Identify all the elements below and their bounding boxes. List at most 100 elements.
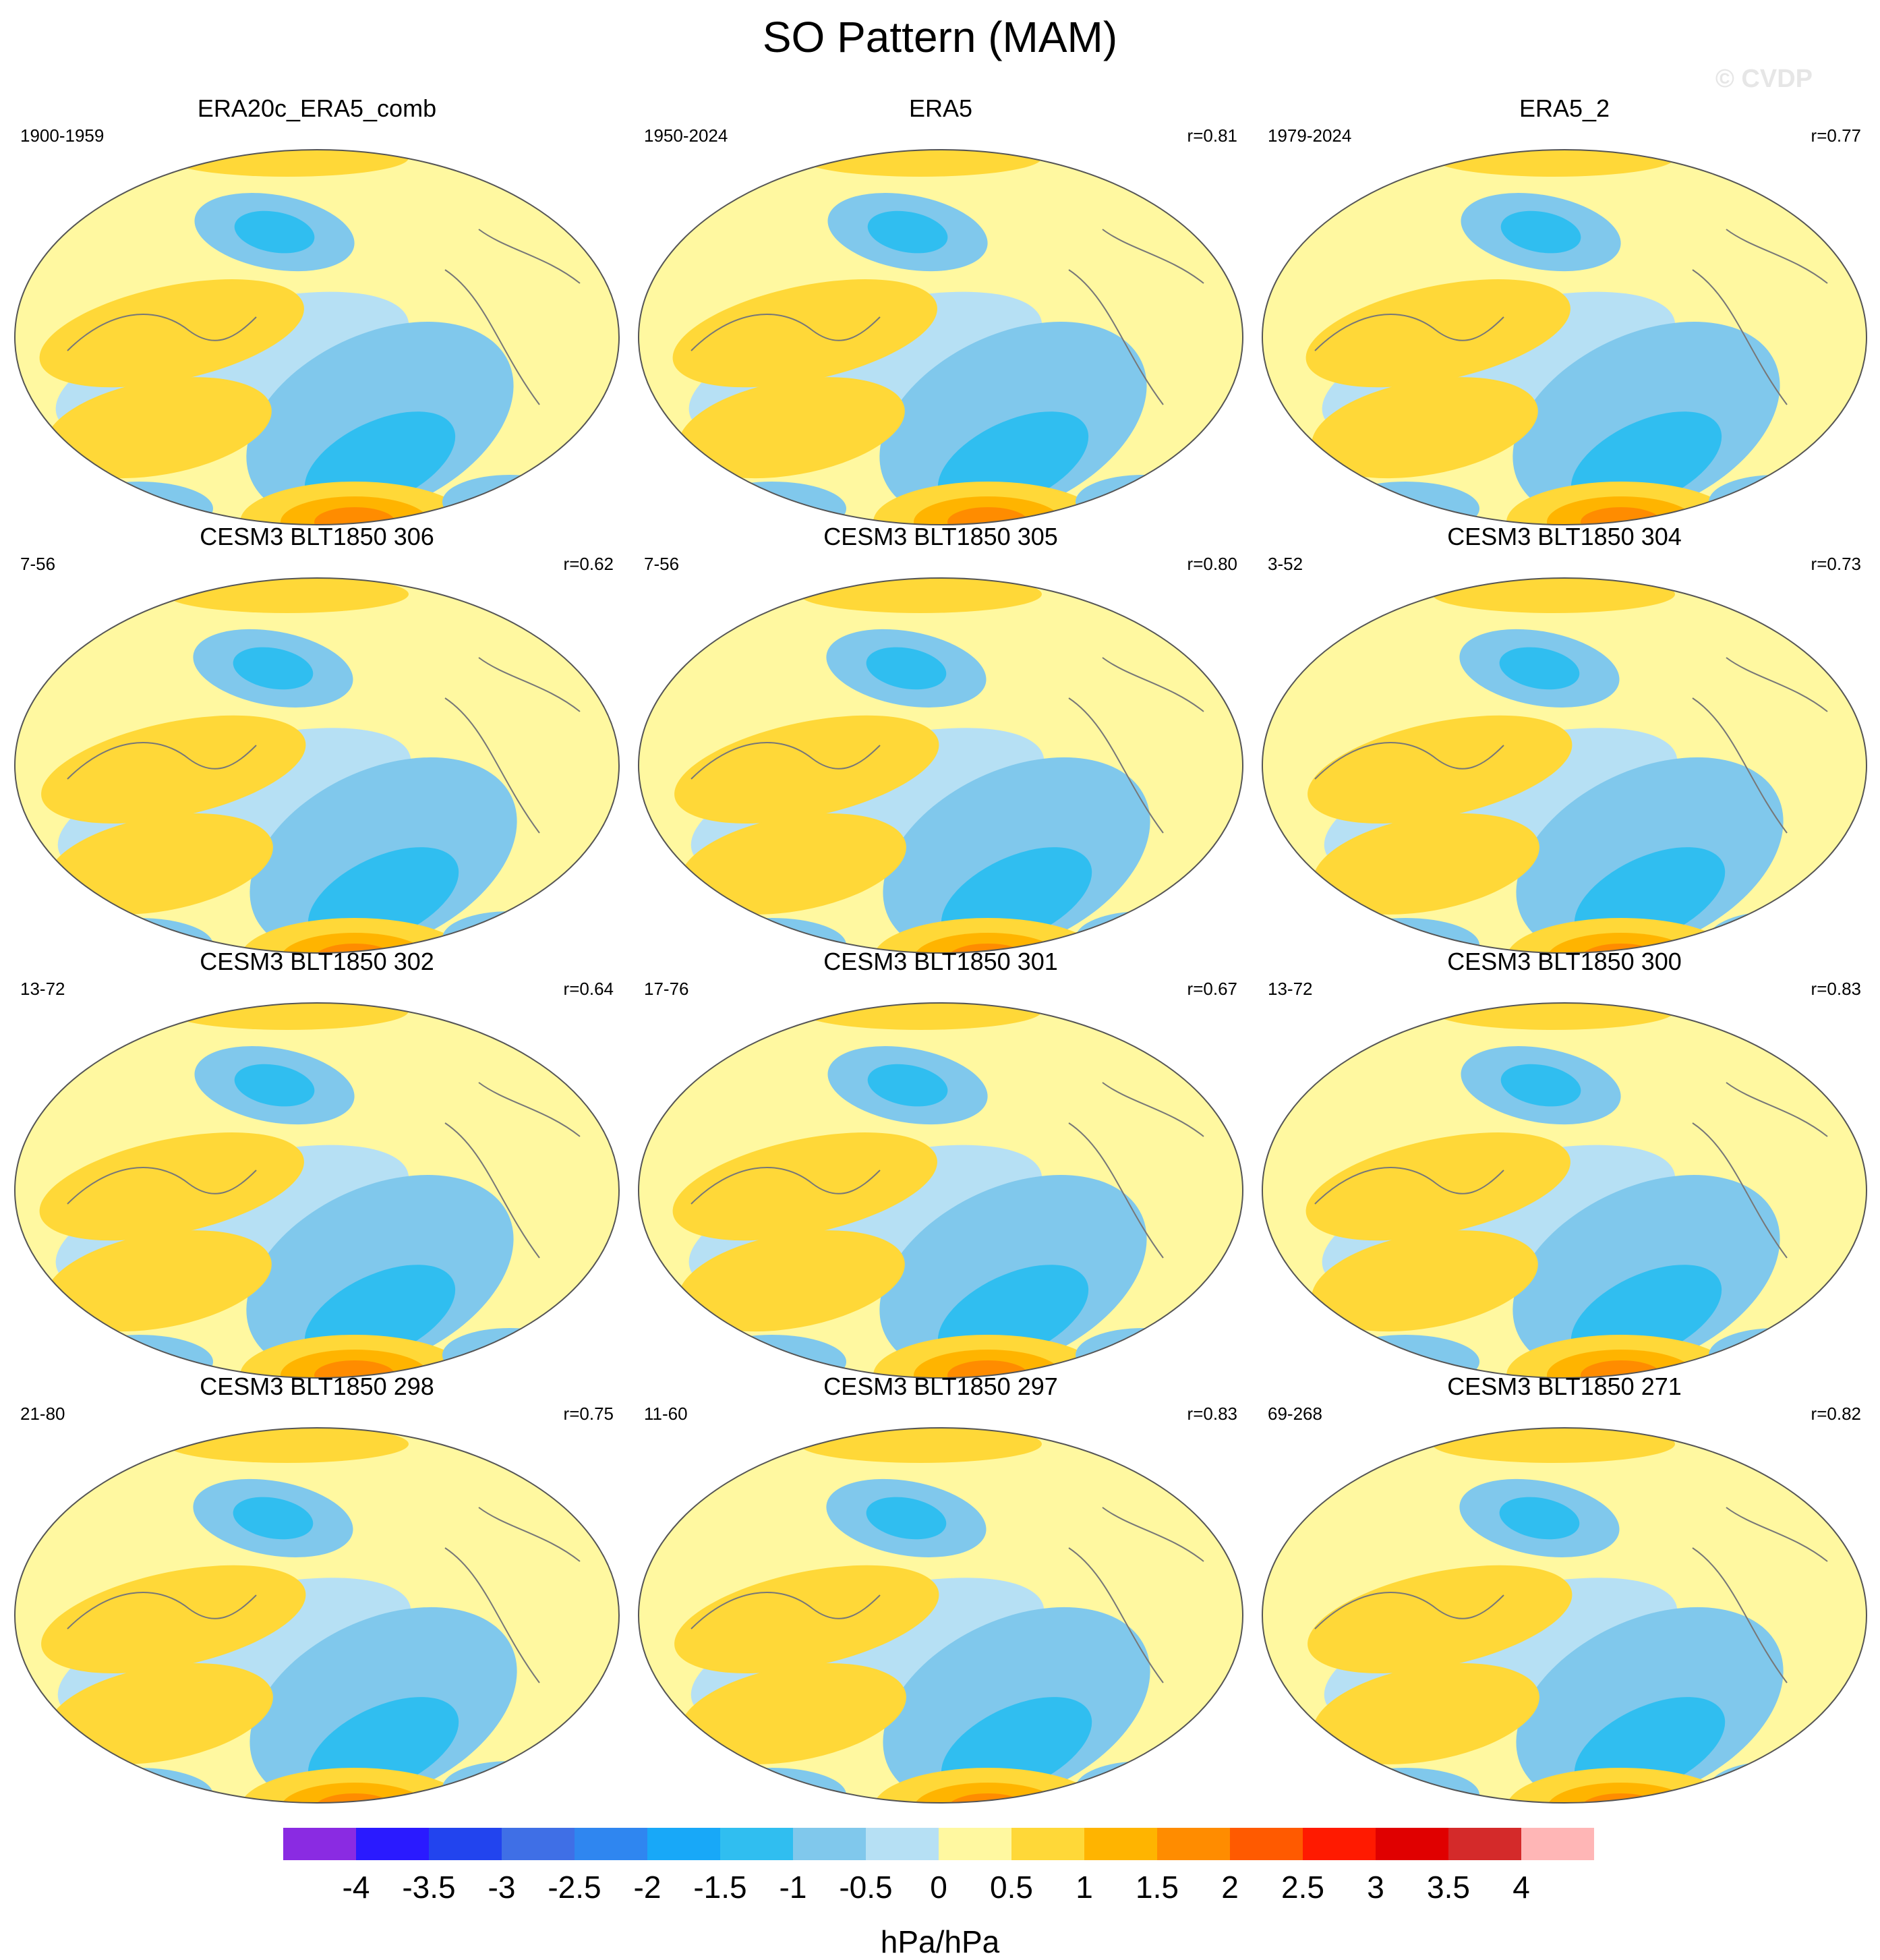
map-border [14, 577, 620, 954]
map-border [638, 1002, 1243, 1379]
anomaly-contour [281, 1783, 429, 1803]
colorbar-tick-label: -3.5 [402, 1870, 455, 1905]
panel-period: 17-76 [644, 979, 689, 999]
anomaly-contour [799, 1003, 1042, 1030]
anomaly-contour [41, 715, 306, 824]
anomaly-contour [240, 1768, 469, 1803]
anomaly-contour [1305, 1132, 1570, 1241]
anomaly-contour [166, 150, 409, 177]
panel-correlation: r=0.64 [563, 979, 614, 999]
map-panel: CESM3 BLT1850 302 13-72 r=0.64 [7, 948, 627, 1379]
map-plot [14, 577, 620, 954]
anomaly-contour [1500, 210, 1581, 254]
anomaly-contour [1305, 279, 1570, 388]
colorbar-swatch [1376, 1828, 1448, 1860]
colorbar-swatch [866, 1828, 939, 1860]
anomaly-contour [1313, 1663, 1539, 1764]
anomaly-contour [680, 813, 906, 915]
colorbar-swatch [283, 1828, 356, 1860]
anomaly-contour [39, 1132, 304, 1241]
map-border [638, 149, 1243, 525]
colorbar-tick-label: 3.5 [1427, 1870, 1470, 1905]
map-border [638, 577, 1243, 954]
coastline [1314, 1507, 1828, 1683]
colorbar-tick-label: 1 [1076, 1870, 1093, 1905]
panel-correlation: r=0.75 [563, 1404, 614, 1424]
anomaly-contour [678, 377, 905, 479]
panel-period: 13-72 [1268, 979, 1313, 999]
coastline [1314, 1082, 1828, 1259]
map-plot [638, 149, 1243, 525]
panel-correlation: r=0.83 [1187, 1404, 1237, 1424]
colorbar-swatch [429, 1828, 502, 1860]
panel-correlation: r=0.81 [1187, 125, 1237, 146]
map-plot [1262, 577, 1867, 954]
anomaly-contour [1312, 1230, 1538, 1332]
panel-title: CESM3 BLT1850 306 [200, 523, 434, 550]
colorbar-tick-label: -1.5 [693, 1870, 746, 1905]
map-border [1262, 577, 1867, 954]
colorbar-swatch [720, 1828, 793, 1860]
anomaly-contour [1432, 150, 1675, 177]
map-plot [638, 1002, 1243, 1379]
colorbar-tick-label: 0 [930, 1870, 947, 1905]
panel-correlation: r=0.67 [1187, 979, 1237, 999]
colorbar-swatch [1448, 1828, 1521, 1860]
coastline [691, 1082, 1204, 1259]
map-plot [638, 577, 1243, 954]
anomaly-contour [1313, 813, 1539, 915]
colorbar-tick-label: 0.5 [990, 1870, 1033, 1905]
map-border [1262, 1427, 1867, 1804]
anomaly-contour [674, 715, 939, 824]
map-panel: CESM3 BLT1850 297 11-60 r=0.83 [630, 1373, 1251, 1804]
anomaly-contour [240, 918, 469, 953]
anomaly-contour [867, 1064, 948, 1107]
colorbar-units: hPa/hPa [880, 1924, 1000, 1959]
map-border [1262, 149, 1867, 525]
panel-title: ERA5 [908, 94, 973, 122]
colorbar-tick-label: 3 [1367, 1870, 1384, 1905]
map-panel: ERA5 1950-2024 r=0.81 [630, 94, 1251, 525]
map-border [1262, 1002, 1867, 1379]
map-panel: CESM3 BLT1850 304 3-52 r=0.73 [1254, 523, 1875, 954]
panel-correlation: r=0.73 [1811, 554, 1861, 574]
coastline [691, 657, 1204, 834]
anomaly-contour [866, 1497, 947, 1540]
panel-title: CESM3 BLT1850 271 [1447, 1373, 1682, 1400]
map-panel: CESM3 BLT1850 271 69-268 r=0.82 [1254, 1373, 1875, 1804]
map-border [14, 1427, 620, 1804]
map-border [14, 1002, 620, 1379]
coastline [1314, 229, 1828, 405]
panel-title: CESM3 BLT1850 304 [1447, 523, 1682, 550]
coastline [67, 1082, 581, 1259]
panel-correlation: r=0.80 [1187, 554, 1237, 574]
panel-period: 69-268 [1268, 1404, 1322, 1424]
colorbar-tick-label: -1 [780, 1870, 807, 1905]
colorbar-swatch [647, 1828, 720, 1860]
anomaly-contour [41, 1565, 306, 1673]
anomaly-contour [166, 578, 409, 613]
anomaly-contour [233, 647, 314, 690]
panel-period: 1950-2024 [644, 125, 728, 146]
map-panel: CESM3 BLT1850 301 17-76 r=0.67 [630, 948, 1251, 1379]
map-plot [1262, 1002, 1867, 1379]
panel-period: 1900-1959 [20, 125, 105, 146]
colorbar-swatch [1521, 1828, 1594, 1860]
colorbar: -4 -3.5 -3 -2.5 -2 -1.5 -1 -0.5 0 0.5 1 1.5 2 2.5 3 3.5… [283, 1828, 1594, 1905]
anomaly-contour [234, 210, 315, 254]
map-panel: ERA5_2 1979-2024 r=0.77 [1254, 94, 1875, 525]
panel-title: CESM3 BLT1850 300 [1447, 948, 1682, 975]
panel-period: 1979-2024 [1268, 125, 1352, 146]
panel-correlation: r=0.62 [563, 554, 614, 574]
colorbar-swatch [793, 1828, 866, 1860]
coastline [1314, 657, 1828, 834]
panel-correlation: r=0.77 [1811, 125, 1861, 146]
anomaly-contour [45, 1230, 272, 1332]
anomaly-contour [867, 210, 948, 254]
map-plot [14, 149, 620, 525]
anomaly-contour [674, 1565, 939, 1673]
map-panel: CESM3 BLT1850 300 13-72 r=0.83 [1254, 948, 1875, 1379]
panel-title: CESM3 BLT1850 305 [823, 523, 1058, 550]
map-panel: CESM3 BLT1850 306 7-56 r=0.62 [7, 523, 627, 954]
coastline [691, 1507, 1204, 1683]
